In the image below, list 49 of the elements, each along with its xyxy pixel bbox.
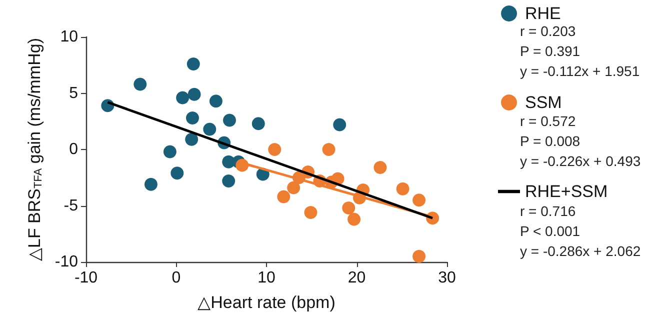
- point: [209, 94, 222, 108]
- point: [186, 112, 199, 124]
- point: [188, 88, 201, 101]
- text: y = -0.286x + 2.062: [520, 243, 641, 259]
- y-tick-label: 0: [69, 141, 78, 158]
- y-tick-label: -10: [54, 254, 78, 270]
- legend-label: RHE: [525, 4, 561, 23]
- point: [277, 190, 290, 204]
- point: [176, 91, 190, 104]
- point: [287, 181, 300, 194]
- legend-label: RHE+SSM: [525, 182, 608, 201]
- x-tick-label: 0: [172, 270, 181, 286]
- point: [144, 178, 158, 191]
- point: [304, 206, 318, 219]
- text: P < 0.001: [520, 223, 580, 239]
- point: [374, 161, 387, 174]
- text: r = 0.572: [520, 113, 576, 129]
- point: [185, 132, 198, 146]
- y-tick-label: 10: [60, 28, 78, 46]
- point: [223, 114, 236, 127]
- x-tick-label: 30: [438, 270, 456, 286]
- point: [163, 145, 176, 158]
- text: P = 0.391: [520, 43, 580, 59]
- point: [322, 143, 336, 156]
- y-axis-title: △LF BRSTFA gain (ms/mmHg): [24, 38, 44, 262]
- y-tick-label: -5: [64, 197, 78, 214]
- text: r = 0.716: [520, 203, 576, 219]
- point: [252, 117, 265, 130]
- point: [203, 122, 216, 136]
- x-axis-title: △Heart rate (bpm): [198, 293, 336, 312]
- point: [186, 58, 200, 70]
- text: r = 0.203: [520, 23, 576, 39]
- text: P = 0.008: [520, 133, 580, 149]
- point: [396, 182, 410, 196]
- point: [170, 166, 184, 180]
- legend-label: SSM: [525, 93, 562, 112]
- point: [333, 118, 346, 132]
- point: [412, 194, 426, 207]
- point: [134, 78, 147, 91]
- point: [222, 174, 236, 188]
- point: [342, 202, 356, 214]
- text: y = -0.226x + 0.493: [520, 153, 641, 169]
- x-tick-label: 10: [258, 270, 276, 286]
- x-tick-label: 20: [348, 270, 366, 286]
- y-tick-label: 5: [69, 84, 78, 102]
- point: [268, 143, 282, 156]
- point: [348, 212, 361, 226]
- text: y = -0.112x + 1.951: [520, 63, 640, 79]
- point: [412, 250, 426, 263]
